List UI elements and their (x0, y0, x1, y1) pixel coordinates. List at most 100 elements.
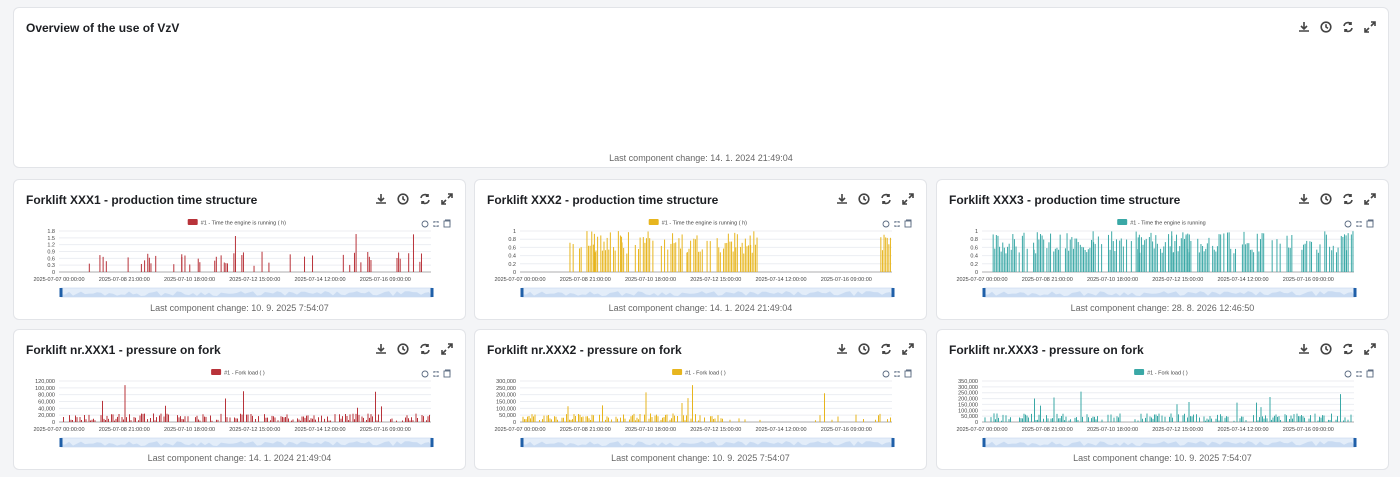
xxx1-time-refresh-icon[interactable] (418, 192, 431, 205)
zoom-icon[interactable] (1356, 221, 1362, 227)
xxx1-time-expand-icon[interactable] (440, 192, 453, 205)
x-tick-label: 2025-07-12 15:00:00 (229, 427, 280, 433)
overview-panel: Overview of the use of VzV 10.80.60.40.2… (13, 7, 1389, 168)
chart-toolbar (1344, 219, 1374, 228)
zoom-reset-icon[interactable] (443, 369, 451, 378)
chart-toolbar (882, 369, 912, 378)
x-tick-label: 2025-07-14 12:00:00 (756, 277, 807, 283)
slider-handle-left[interactable] (982, 288, 986, 297)
xxx1-pressure-refresh-icon[interactable] (418, 342, 431, 355)
zoom-slider[interactable] (59, 437, 434, 448)
restore-icon[interactable] (882, 220, 890, 228)
xxx3-pressure-refresh-icon[interactable] (1341, 342, 1354, 355)
xxx2-pressure-panel: Forklift nr.XXX2 - pressure on fork 300,0… (474, 329, 927, 470)
zoom-icon[interactable] (894, 221, 900, 227)
xxx1-pressure-title: Forklift nr.XXX1 - pressure on fork (26, 343, 221, 357)
zoom-slider[interactable] (982, 437, 1357, 448)
xxx3-pressure-chart: 350,000300,000250,000200,000150,000100,0… (956, 369, 1374, 448)
xxx3-pressure-expand-icon[interactable] (1363, 342, 1376, 355)
slider-handle-right[interactable] (430, 288, 434, 297)
slider-handle-left[interactable] (520, 438, 524, 447)
xxx2-pressure-history-icon[interactable] (857, 342, 870, 355)
x-tick-label: 2025-07-14 12:00:00 (756, 427, 807, 433)
zoom-slider[interactable] (59, 287, 434, 298)
xxx2-time-expand-icon[interactable] (901, 192, 914, 205)
restore-icon[interactable] (1344, 220, 1352, 228)
restore-icon[interactable] (882, 370, 890, 378)
slider-handle-left[interactable] (520, 288, 524, 297)
svg-text:#1 - Fork load ( ): #1 - Fork load ( ) (1147, 371, 1188, 377)
x-tick-label: 2025-07-10 18:00:00 (1087, 427, 1138, 433)
y-tick-label: 150,000 (496, 400, 516, 406)
xxx1-time-history-icon[interactable] (396, 192, 409, 205)
slider-handle-right[interactable] (891, 288, 895, 297)
y-tick-label: 0.9 (47, 250, 55, 256)
xxx2-time-download-icon[interactable] (835, 192, 848, 205)
xxx3-time-download-icon[interactable] (1297, 192, 1310, 205)
xxx1-pressure-panel: Forklift nr.XXX1 - pressure on fork 120,0… (13, 329, 466, 470)
slider-handle-left[interactable] (982, 438, 986, 447)
y-tick-label: 0.8 (970, 237, 978, 243)
x-tick-label: 2025-07-08 21:00:00 (99, 277, 150, 283)
x-tick-label: 2025-07-16 09:00:00 (1283, 427, 1334, 433)
slider-handle-left[interactable] (59, 288, 63, 297)
x-tick-label: 2025-07-14 12:00:00 (295, 427, 346, 433)
slider-handle-left[interactable] (59, 438, 63, 447)
xxx2-pressure-refresh-icon[interactable] (879, 342, 892, 355)
y-tick-label: 50,000 (499, 413, 516, 419)
xxx1-pressure-download-icon[interactable] (374, 342, 387, 355)
legend-item[interactable]: #1 - Fork load ( ) (672, 369, 726, 377)
xxx3-time-expand-icon[interactable] (1363, 192, 1376, 205)
overview-refresh-icon[interactable] (1341, 20, 1354, 33)
y-tick-label: 200,000 (958, 397, 978, 403)
xxx1-pressure-history-icon[interactable] (396, 342, 409, 355)
xxx2-time-history-icon[interactable] (857, 192, 870, 205)
y-tick-label: 1 (975, 229, 978, 235)
zoom-reset-icon[interactable] (904, 219, 912, 228)
zoom-slider[interactable] (520, 437, 895, 448)
restore-icon[interactable] (1344, 370, 1352, 378)
zoom-slider[interactable] (520, 287, 895, 298)
zoom-reset-icon[interactable] (1366, 369, 1374, 378)
xxx1-pressure-chart: 120,000100,00080,00060,00040,00020,00002… (33, 369, 451, 448)
zoom-reset-icon[interactable] (904, 369, 912, 378)
xxx2-pressure-chart: 300,000250,000200,000150,000100,00050,00… (494, 369, 912, 448)
xxx3-time-history-icon[interactable] (1319, 192, 1332, 205)
slider-handle-right[interactable] (1353, 438, 1357, 447)
zoom-icon[interactable] (433, 371, 439, 377)
zoom-reset-icon[interactable] (443, 219, 451, 228)
legend-item[interactable]: #1 - Time the engine is running ( h) (187, 219, 286, 227)
legend-item[interactable]: #1 - Fork load ( ) (1134, 369, 1188, 377)
restore-icon[interactable] (421, 220, 429, 228)
svg-text:#1 - Time the engine is runnin: #1 - Time the engine is running ( h) (662, 221, 747, 227)
xxx3-time-refresh-icon[interactable] (1341, 192, 1354, 205)
zoom-slider[interactable] (982, 287, 1357, 298)
xxx3-time-panel: Forklift XXX3 - production time structur… (936, 179, 1389, 320)
legend-item[interactable]: #1 - Time the engine is running ( h) (648, 219, 747, 227)
legend-item[interactable]: #1 - Fork load ( ) (211, 369, 265, 377)
overview-expand-icon[interactable] (1363, 20, 1376, 33)
y-tick-label: 0.2 (970, 262, 978, 268)
xxx2-time-panel: Forklift XXX2 - production time structur… (474, 179, 927, 320)
zoom-icon[interactable] (894, 371, 900, 377)
xxx1-time-download-icon[interactable] (374, 192, 387, 205)
zoom-reset-icon[interactable] (1366, 219, 1374, 228)
xxx3-pressure-history-icon[interactable] (1319, 342, 1332, 355)
xxx3-pressure-title: Forklift nr.XXX3 - pressure on fork (949, 343, 1144, 357)
overview-history-icon[interactable] (1319, 20, 1332, 33)
zoom-icon[interactable] (433, 221, 439, 227)
zoom-icon[interactable] (1356, 371, 1362, 377)
slider-handle-right[interactable] (1353, 288, 1357, 297)
xxx2-pressure-expand-icon[interactable] (901, 342, 914, 355)
y-tick-label: 100,000 (35, 386, 55, 392)
xxx2-pressure-download-icon[interactable] (835, 342, 848, 355)
legend-item[interactable]: #1 - Time the engine is running (1117, 219, 1206, 227)
xxx2-pressure-actions (835, 342, 914, 355)
xxx2-time-refresh-icon[interactable] (879, 192, 892, 205)
slider-handle-right[interactable] (891, 438, 895, 447)
xxx3-pressure-download-icon[interactable] (1297, 342, 1310, 355)
restore-icon[interactable] (421, 370, 429, 378)
xxx1-pressure-expand-icon[interactable] (440, 342, 453, 355)
slider-handle-right[interactable] (430, 438, 434, 447)
